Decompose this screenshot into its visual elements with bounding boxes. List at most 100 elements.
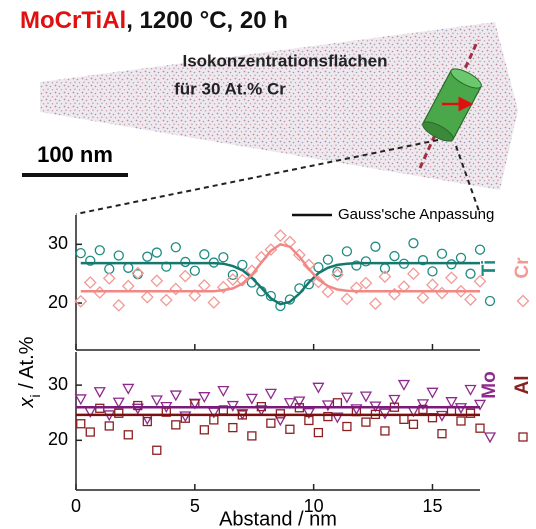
data-point [123, 430, 133, 440]
data-point [188, 288, 202, 302]
data-point [332, 398, 343, 408]
data-point [264, 388, 277, 400]
data-point [133, 400, 143, 411]
data-point [350, 281, 363, 295]
data-point [283, 398, 296, 410]
annotation: Isokonzentrationsflächen [183, 51, 388, 70]
data-point [75, 248, 86, 259]
x-tick-label: 5 [190, 496, 200, 516]
data-point [142, 416, 152, 427]
title: MoCrTiAl, 1200 °C, 20 h [20, 7, 288, 34]
data-point [313, 427, 324, 438]
data-point [207, 296, 221, 309]
data-point [199, 249, 210, 260]
annotation: für 30 At.% Cr [174, 79, 286, 98]
data-point [104, 421, 114, 431]
title-conditions: , 1200 °C, 20 h [126, 7, 288, 34]
y-label-unit: / At.% [16, 336, 38, 394]
data-point [473, 399, 487, 411]
data-point [171, 420, 181, 430]
data-point [112, 397, 125, 409]
data-point [150, 274, 164, 288]
data-point [341, 246, 353, 257]
legend-marker [516, 294, 530, 308]
data-point [94, 245, 105, 256]
scale-bar-label: 100 nm [37, 142, 113, 167]
data-point [323, 411, 333, 422]
data-point [311, 275, 325, 289]
x-axis-label: Abstand / nm [219, 508, 337, 529]
data-point [445, 271, 458, 285]
data-point [454, 284, 468, 298]
data-point [445, 397, 458, 409]
data-point [416, 291, 430, 305]
data-point [455, 252, 467, 263]
data-point [407, 267, 420, 281]
data-point [247, 431, 257, 441]
data-point [112, 298, 126, 312]
legend-marker [483, 432, 497, 444]
data-point [285, 424, 295, 434]
data-point [436, 248, 448, 259]
data-point [121, 279, 135, 293]
data-point [140, 290, 154, 304]
data-point [228, 422, 238, 433]
data-point [456, 416, 466, 426]
data-point [389, 250, 400, 262]
data-point [399, 414, 409, 424]
legend-marker [484, 295, 496, 307]
data-point [152, 445, 162, 455]
data-point [85, 255, 96, 266]
data-point [416, 399, 430, 411]
data-point [159, 293, 173, 307]
data-point [142, 251, 153, 262]
atom-probe-image: 100 nm Isokonzentrationsflächen für 30 A… [22, 22, 518, 215]
data-point [76, 419, 86, 429]
data-point [332, 266, 343, 278]
data-point [265, 290, 277, 302]
data-point [102, 271, 116, 285]
data-point [83, 276, 97, 289]
zoom-line [455, 145, 481, 215]
data-point [331, 412, 344, 424]
data-point [475, 423, 485, 433]
data-point [417, 255, 429, 266]
data-point [378, 270, 392, 284]
series-label: Cr [512, 257, 533, 279]
data-point [74, 394, 87, 406]
data-point [227, 269, 238, 281]
data-point [408, 419, 419, 429]
data-point [426, 387, 439, 399]
data-point [74, 294, 88, 308]
data-point [465, 268, 476, 279]
data-point [216, 280, 230, 294]
data-point [370, 241, 381, 252]
data-point [418, 404, 428, 415]
zoom-line [75, 139, 439, 215]
data-point [266, 418, 276, 428]
data-point [437, 429, 447, 439]
y-tick-label: 20 [48, 429, 68, 449]
data-point [245, 393, 258, 405]
data-point [473, 274, 487, 288]
data-point [303, 279, 315, 290]
data-point [151, 247, 162, 258]
data-point [360, 256, 372, 267]
x-tick-label: 15 [422, 496, 442, 516]
data-point [397, 379, 411, 391]
x-tick-label: 10 [304, 496, 324, 516]
data-point [340, 392, 354, 404]
data-point [426, 278, 439, 292]
data-point [123, 262, 134, 273]
fit-line [80, 243, 480, 293]
data-point [465, 408, 476, 418]
data-point [197, 279, 211, 292]
data-point [150, 395, 163, 407]
data-point [435, 286, 449, 300]
data-point [330, 268, 344, 282]
data-point [179, 411, 192, 423]
data-point [198, 392, 211, 404]
data-point [273, 229, 287, 242]
y-tick-label: 30 [48, 233, 68, 253]
